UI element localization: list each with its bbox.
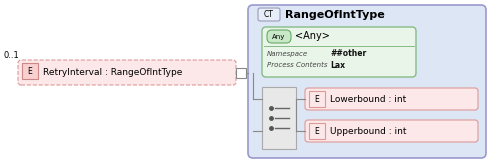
Text: ##other: ##other xyxy=(330,50,366,59)
Bar xyxy=(262,87,296,149)
Text: CT: CT xyxy=(264,10,274,19)
Bar xyxy=(309,91,325,107)
FancyBboxPatch shape xyxy=(262,27,416,77)
Text: Process Contents: Process Contents xyxy=(267,62,328,68)
Text: Any: Any xyxy=(272,34,286,39)
Bar xyxy=(309,123,325,139)
FancyBboxPatch shape xyxy=(267,30,291,43)
Bar xyxy=(236,68,246,78)
FancyBboxPatch shape xyxy=(305,88,478,110)
FancyBboxPatch shape xyxy=(248,5,486,158)
Text: RetryInterval : RangeOfIntType: RetryInterval : RangeOfIntType xyxy=(43,68,183,77)
FancyBboxPatch shape xyxy=(18,60,236,85)
Text: <Any>: <Any> xyxy=(295,31,330,41)
Text: E: E xyxy=(314,126,319,135)
Text: Namespace: Namespace xyxy=(267,51,308,57)
FancyBboxPatch shape xyxy=(258,8,280,21)
FancyBboxPatch shape xyxy=(305,120,478,142)
Text: E: E xyxy=(314,95,319,104)
Text: 0..1: 0..1 xyxy=(4,51,20,59)
Text: Lax: Lax xyxy=(330,60,345,69)
Text: E: E xyxy=(28,67,32,75)
Text: RangeOfIntType: RangeOfIntType xyxy=(285,9,385,20)
Bar xyxy=(22,63,38,79)
Text: Upperbound : int: Upperbound : int xyxy=(330,126,406,135)
Text: Lowerbound : int: Lowerbound : int xyxy=(330,95,406,104)
